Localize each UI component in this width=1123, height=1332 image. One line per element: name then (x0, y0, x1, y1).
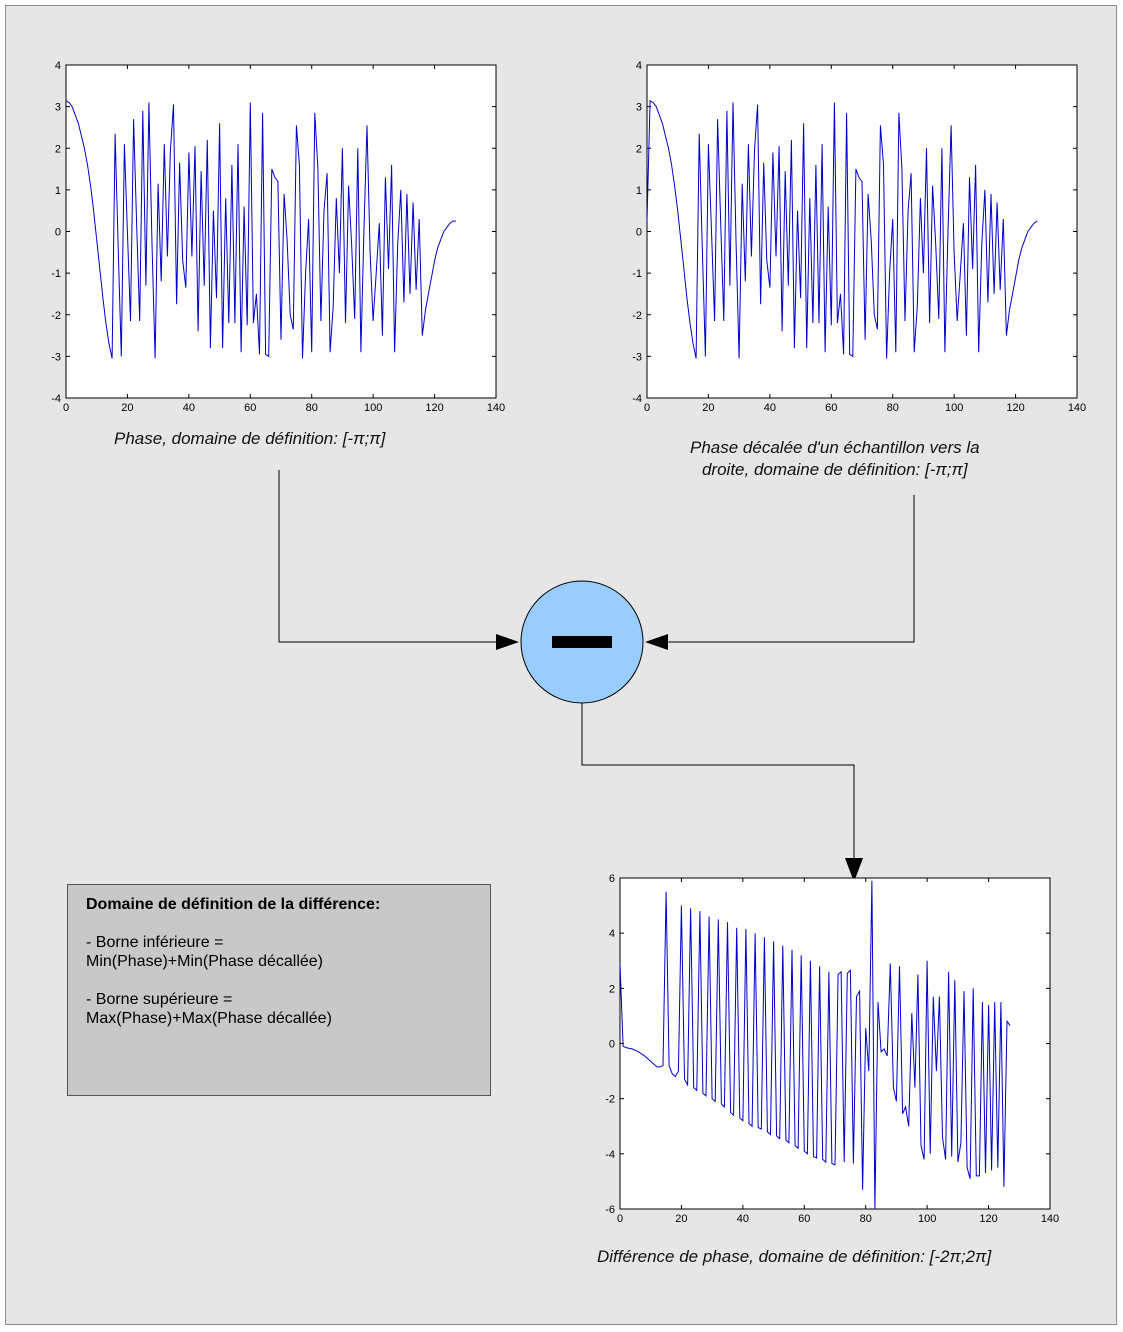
phase-difference-chart: 0 20 40 60 80 100 120 140 -6 -4 -2 0 2 4 6 (605, 873, 1059, 1225)
x-tick-label: 80 (887, 402, 899, 414)
info-box-title: Domaine de définition de la différence: (86, 896, 381, 913)
y-tick-label: -4 (632, 393, 642, 405)
y-tick-label: 1 (636, 185, 642, 197)
y-tick-label: -6 (605, 1204, 615, 1216)
y-tick-label: 0 (609, 1039, 615, 1051)
plot-area (65, 64, 497, 399)
subtract-operator (520, 580, 644, 704)
x-tick-label: 0 (617, 1213, 623, 1225)
info-lower-bound-line1: - Borne inférieure = (86, 934, 224, 951)
y-tick-label: -1 (632, 268, 642, 280)
caption-shifted-phase: Phase décalée d'un échantillon vers la d… (690, 437, 980, 481)
y-tick-label: 4 (609, 928, 615, 940)
y-tick-label: -2 (605, 1094, 615, 1106)
x-tick-label: 60 (825, 402, 837, 414)
y-tick-label: -1 (51, 268, 61, 280)
caption-shifted-line1: Phase décalée d'un échantillon vers la (690, 438, 980, 457)
x-tick-label: 40 (764, 402, 776, 414)
y-tick-label: 4 (636, 60, 642, 72)
x-tick-label: 20 (675, 1213, 687, 1225)
arrowhead-left-input (496, 634, 519, 650)
y-tick-label: -3 (632, 351, 642, 363)
y-tick-label: -2 (632, 310, 642, 322)
connector-shifted-to-operator (664, 495, 915, 643)
x-tick-label: 140 (487, 402, 505, 414)
x-tick-label: 100 (945, 402, 963, 414)
y-tick-label: 2 (636, 143, 642, 155)
info-lower-bound-line2: Min(Phase)+Min(Phase décallée) (86, 953, 323, 970)
x-tick-label: 0 (644, 402, 650, 414)
series-line (646, 99, 1038, 359)
x-tick-label: 100 (918, 1213, 936, 1225)
series-line (65, 100, 457, 359)
y-tick-label: 0 (55, 227, 61, 239)
x-tick-label: 60 (798, 1213, 810, 1225)
x-tick-label: 140 (1041, 1213, 1059, 1225)
series-line (619, 880, 1011, 1210)
arrowhead-down-output (845, 858, 863, 882)
y-tick-label: -4 (51, 393, 61, 405)
x-tick-label: 80 (306, 402, 318, 414)
x-tick-label: 20 (121, 402, 133, 414)
caption-phase: Phase, domaine de définition: [-π;π] (114, 429, 386, 448)
phase-chart: 0 20 40 60 80 100 120 140 -4 -3 -2 -1 0 1 2 3 4 (51, 60, 505, 414)
y-tick-label: -2 (51, 310, 61, 322)
info-upper-bound-line1: - Borne supérieure = (86, 991, 233, 1008)
x-tick-label: 0 (63, 402, 69, 414)
y-tick-label: 0 (636, 227, 642, 239)
connector-phase-to-operator (278, 470, 500, 643)
info-upper-bound-line2: Max(Phase)+Max(Phase décallée) (86, 1010, 332, 1027)
connector-operator-to-difference (581, 700, 855, 860)
y-tick-label: 2 (609, 983, 615, 995)
x-tick-label: 120 (1006, 402, 1024, 414)
caption-shifted-line2: droite, domaine de définition: [-π;π] (701, 460, 968, 479)
x-tick-label: 140 (1068, 402, 1086, 414)
x-tick-label: 40 (183, 402, 195, 414)
y-tick-label: -4 (605, 1149, 615, 1161)
y-tick-label: 2 (55, 143, 61, 155)
arrowhead-right-input (645, 634, 668, 650)
x-tick-label: 60 (244, 402, 256, 414)
y-tick-label: 6 (609, 873, 615, 885)
x-tick-label: 20 (702, 402, 714, 414)
x-tick-label: 120 (979, 1213, 997, 1225)
info-box: Domaine de définition de la différence: … (67, 884, 491, 1096)
y-tick-label: 3 (55, 102, 61, 114)
shifted-phase-chart: 0 20 40 60 80 100 120 140 -4 -3 -2 -1 0 1 2 3 4 (632, 60, 1086, 414)
x-tick-label: 40 (737, 1213, 749, 1225)
y-tick-label: 4 (55, 60, 61, 72)
x-tick-label: 80 (860, 1213, 872, 1225)
caption-difference: Différence de phase, domaine de définiti… (597, 1247, 992, 1266)
x-tick-label: 100 (364, 402, 382, 414)
y-tick-label: -3 (51, 351, 61, 363)
y-tick-label: 3 (636, 102, 642, 114)
y-tick-label: 1 (55, 185, 61, 197)
plot-area (646, 64, 1078, 399)
x-tick-label: 120 (425, 402, 443, 414)
minus-icon (552, 636, 612, 648)
